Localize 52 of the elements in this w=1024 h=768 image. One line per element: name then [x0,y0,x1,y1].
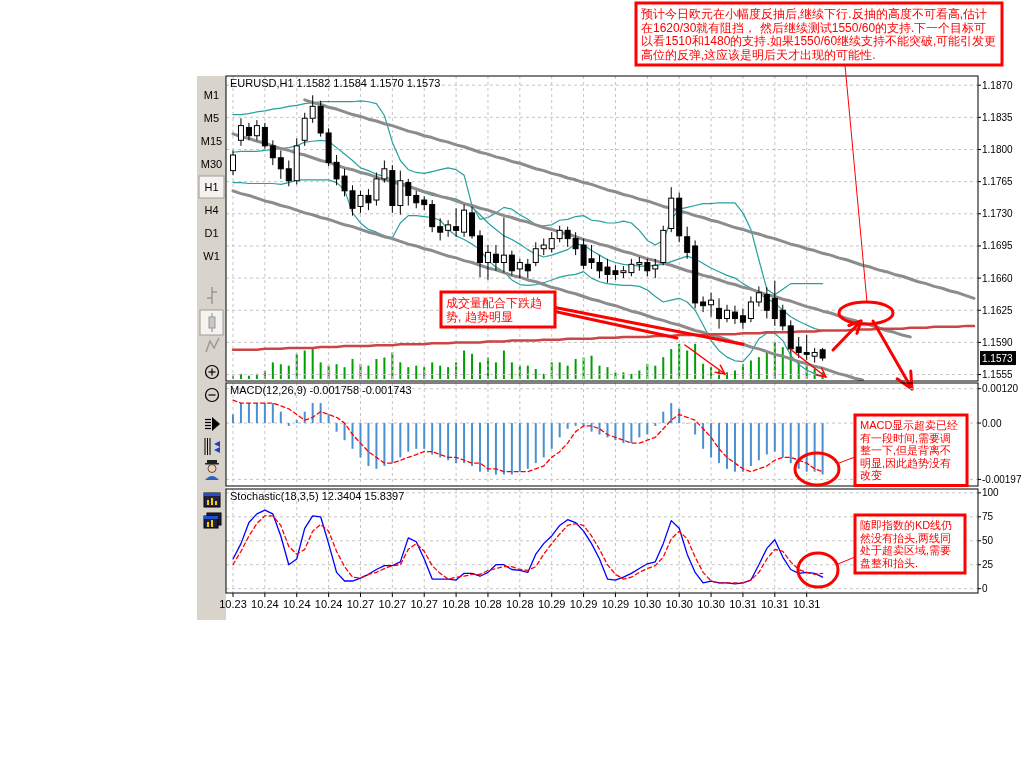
x-tick-label: 10.30 [665,598,693,610]
y-tick-label: 1.1835 [982,111,1014,123]
x-tick-label: 10.24 [251,598,279,610]
x-tick-label: 10.24 [282,598,311,610]
x-tick-label: 10.28 [474,598,502,610]
chart-title: EURUSD,H1 1.1582 1.1584 1.1570 1.1573 [230,77,441,89]
x-tick-label: 10.29 [569,598,598,610]
x-tick-label: 10.27 [410,598,438,610]
chart-title: Stochastic(18,3,5) 12.3404 15.8397 [230,490,405,502]
y-tick-label: -0.00197 [982,473,1022,485]
chart-title: MACD(12,26,9) -0.001758 -0.001743 [230,384,412,396]
y-tick-label: 0 [982,583,988,595]
x-tick-label: 10.24 [314,598,343,610]
x-tick-label: 10.30 [697,598,725,610]
text: 预计今日欧元在小幅度反抽后,继续下行.反抽的高度不可看高,估计在1620/30就有阻挡， 然后继续测试1550/60的支持.下一个目标可以看1510和1480的支持.如果1550/60继续支持不能突破,可能引发更高位的反弹,这应该是明后天才出现的可能性. [641,7,997,62]
y-tick-label: 25 [982,559,994,571]
x-tick-label: 10.27 [346,598,375,610]
y-tick-label: 1.1765 [982,176,1014,188]
x-tick-label: 10.28 [442,598,470,610]
x-tick-label: 10.23 [219,598,247,610]
y-tick-label: 1.1555 [982,369,1014,381]
y-tick-label: 1.1625 [982,304,1014,316]
x-tick-label: 10.28 [506,598,534,610]
y-tick-label: 1.1660 [982,272,1014,284]
text: M30 [200,158,223,170]
y-tick-label: 1.1590 [982,336,1014,348]
text: H4 [204,204,219,216]
text: M5 [203,112,220,124]
annotation: MACD显示超卖已经有一段时间,需要调整一下,但是背离不明显,因此趋势没有改变 [860,419,959,482]
text: H1 [204,181,219,193]
y-tick-label: 1.1695 [982,240,1014,252]
x-tick-label: 10.31 [729,598,757,610]
y-tick-label: 1.1870 [982,79,1014,91]
x-tick-label: 10.30 [633,598,662,610]
y-tick-label: 0.00120 [982,383,1019,395]
y-tick-label: 1.1800 [982,143,1014,155]
text: M1 [203,89,220,101]
annotation: 随即指数的KD线仍然没有抬头,两线同处于超卖区域,需要盘整和抬头. [860,519,953,569]
y-tick-label: 1.1730 [982,208,1014,220]
x-tick-label: 10.31 [761,598,789,610]
y-tick-label: 50 [982,535,994,547]
x-tick-label: 10.29 [601,598,630,610]
y-tick-label: 75 [982,511,994,523]
text: D1 [204,227,219,239]
text: M15 [200,135,223,147]
x-tick-label: 10.29 [537,598,566,610]
x-tick-label: 10.27 [378,598,407,610]
y-tick-label: 100 [982,487,1000,499]
x-tick-label: 10.31 [792,598,821,610]
text: W1 [203,250,220,262]
y-tick-label: 0.00 [982,417,1002,429]
annotation: 成交量配合下跌趋势, 趋势明显 [446,296,542,324]
